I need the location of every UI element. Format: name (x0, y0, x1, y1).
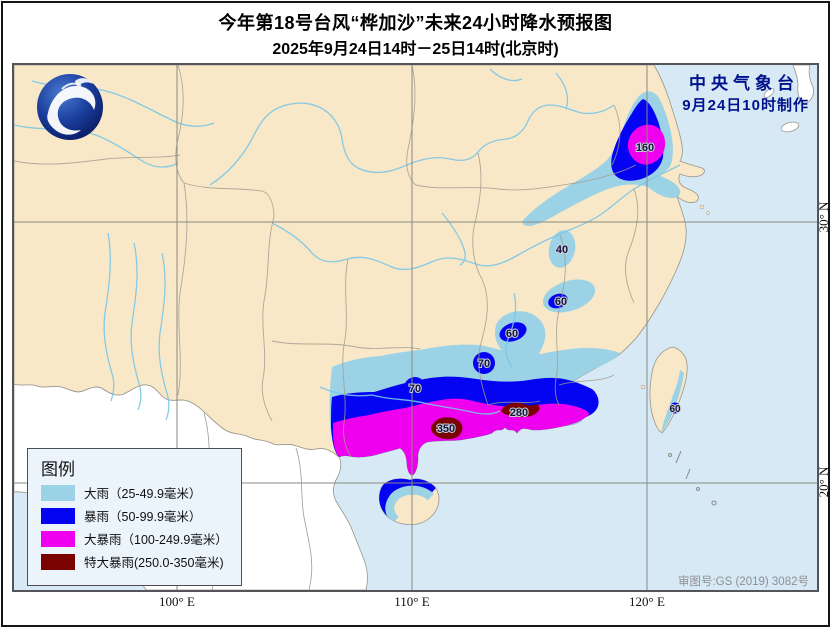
page-title: 今年第18号台风“桦加沙”未来24小时降水预报图 (218, 13, 613, 33)
agency-name: 中央气象台 (689, 74, 799, 93)
precip-label-350: 350 (437, 423, 455, 435)
zhoushan-islet (699, 204, 705, 210)
jeju-island (780, 121, 800, 133)
heavy-rain-swatch (41, 484, 75, 501)
issue-time: 9月24日10时制作 (682, 97, 809, 114)
rainstorm-swatch (41, 507, 75, 524)
legend-item-extreme-rainstorm: 特大暴雨(250.0-350毫米) (41, 553, 241, 570)
legend-item-label: 大雨（25-49.9毫米） (84, 487, 202, 501)
precip-label-60-mid: 60 (555, 296, 567, 308)
lat-tick-20n: 20° N (816, 466, 831, 498)
legend-item-rainstorm: 暴雨（50-99.9毫米） (41, 507, 241, 524)
precip-label-280: 280 (510, 407, 528, 419)
precip-label-60-lower: 60 (506, 328, 518, 340)
precip-label-70-west: 70 (409, 383, 421, 395)
penghu-islet (640, 384, 646, 390)
legend-item-label: 暴雨（50-99.9毫米） (84, 510, 202, 524)
province-borders (14, 65, 639, 458)
extreme-rainstorm-areas (431, 402, 540, 440)
cma-logo (37, 74, 103, 140)
extreme-rainstorm-swatch (41, 553, 75, 570)
small-island-marks (668, 450, 717, 506)
taiwan-island (649, 346, 688, 434)
precip-label-40: 40 (556, 244, 568, 256)
lon-tick-110e: 110° E (394, 594, 430, 609)
precip-label-70-east: 70 (478, 358, 490, 370)
hainan-storm-band (379, 478, 439, 524)
lat-tick-30n: 30° N (816, 201, 831, 233)
legend-item-heavy-rain: 大雨（25-49.9毫米） (41, 484, 241, 501)
precip-label-60-taiwan: 60 (669, 404, 681, 415)
zhoushan-islet (706, 211, 710, 215)
ryukyu-island (763, 88, 775, 98)
precip-label-160: 160 (636, 142, 654, 154)
agency-block: 中央气象台 9月24日10时制作 (682, 73, 809, 117)
legend-box: 图例 大雨（25-49.9毫米） 暴雨（50-99.9毫米） 大暴雨（100-2… (27, 448, 242, 586)
legend-item-label: 大暴雨（100-249.9毫米） (84, 533, 228, 547)
legend-title: 图例 (41, 460, 75, 479)
heavy-rainstorm-swatch (41, 530, 75, 547)
page-subtitle: 2025年9月24日14时－25日14时(北京时) (272, 41, 559, 58)
map-canvas: 160 40 60 60 70 70 280 350 60 中央气象台 9月24… (12, 63, 819, 592)
legend-item-heavy-rainstorm: 大暴雨（100-249.9毫米） (41, 530, 241, 547)
lon-tick-100e: 100° E (159, 594, 195, 609)
map-license-number: 审图号:GS (2019) 3082号 (677, 576, 809, 588)
korea-peninsula (792, 65, 814, 104)
legend-item-label: 特大暴雨(250.0-350毫米) (84, 556, 224, 570)
precip-value-labels: 160 40 60 60 70 70 280 350 60 (408, 141, 682, 436)
lon-tick-120e: 120° E (629, 594, 665, 609)
hainan-heavy-band (385, 485, 434, 524)
